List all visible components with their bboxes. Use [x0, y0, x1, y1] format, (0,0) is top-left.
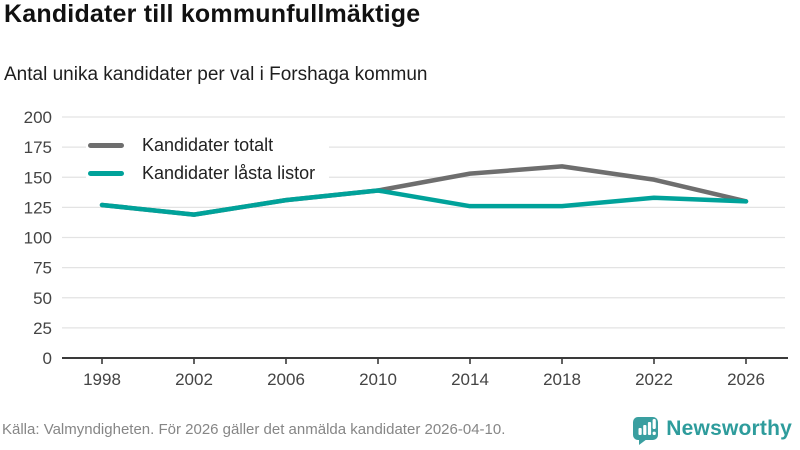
- chart-subtitle: Antal unika kandidater per val i Forshag…: [4, 64, 428, 85]
- legend-item-locked: Kandidater låsta listor: [88, 163, 315, 184]
- legend-label-locked: Kandidater låsta listor: [142, 163, 316, 183]
- svg-text:0: 0: [43, 349, 52, 368]
- source-note: Källa: Valmyndigheten. För 2026 gäller d…: [2, 420, 506, 438]
- legend-label-total: Kandidater totalt: [142, 135, 274, 155]
- footer: Källa: Valmyndigheten. För 2026 gäller d…: [0, 412, 800, 450]
- chart-title: Kandidater till kommunfullmäktige: [4, 0, 421, 28]
- svg-text:2018: 2018: [543, 370, 581, 389]
- svg-text:150: 150: [24, 168, 52, 187]
- svg-text:2026: 2026: [727, 370, 765, 389]
- svg-text:2022: 2022: [635, 370, 673, 389]
- svg-text:2014: 2014: [451, 370, 489, 389]
- legend-item-total: Kandidater totalt: [88, 135, 315, 156]
- bar-chart-speech-bubble-icon: [633, 416, 659, 445]
- svg-text:175: 175: [24, 138, 52, 157]
- svg-text:125: 125: [24, 198, 52, 217]
- svg-text:2010: 2010: [359, 370, 397, 389]
- svg-text:2002: 2002: [175, 370, 213, 389]
- legend-swatch-total: [88, 143, 124, 148]
- legend-swatch-locked: [88, 171, 124, 176]
- svg-text:2006: 2006: [267, 370, 305, 389]
- chart-legend: Kandidater totalt Kandidater låsta listo…: [86, 133, 330, 188]
- svg-text:25: 25: [33, 319, 52, 338]
- svg-text:200: 200: [24, 108, 52, 127]
- svg-text:1998: 1998: [83, 370, 121, 389]
- newsworthy-logo: Newsworthy: [632, 414, 792, 445]
- svg-text:100: 100: [24, 229, 52, 248]
- svg-text:50: 50: [33, 289, 52, 308]
- svg-text:75: 75: [33, 259, 52, 278]
- logo-text: Newsworthy: [666, 417, 792, 440]
